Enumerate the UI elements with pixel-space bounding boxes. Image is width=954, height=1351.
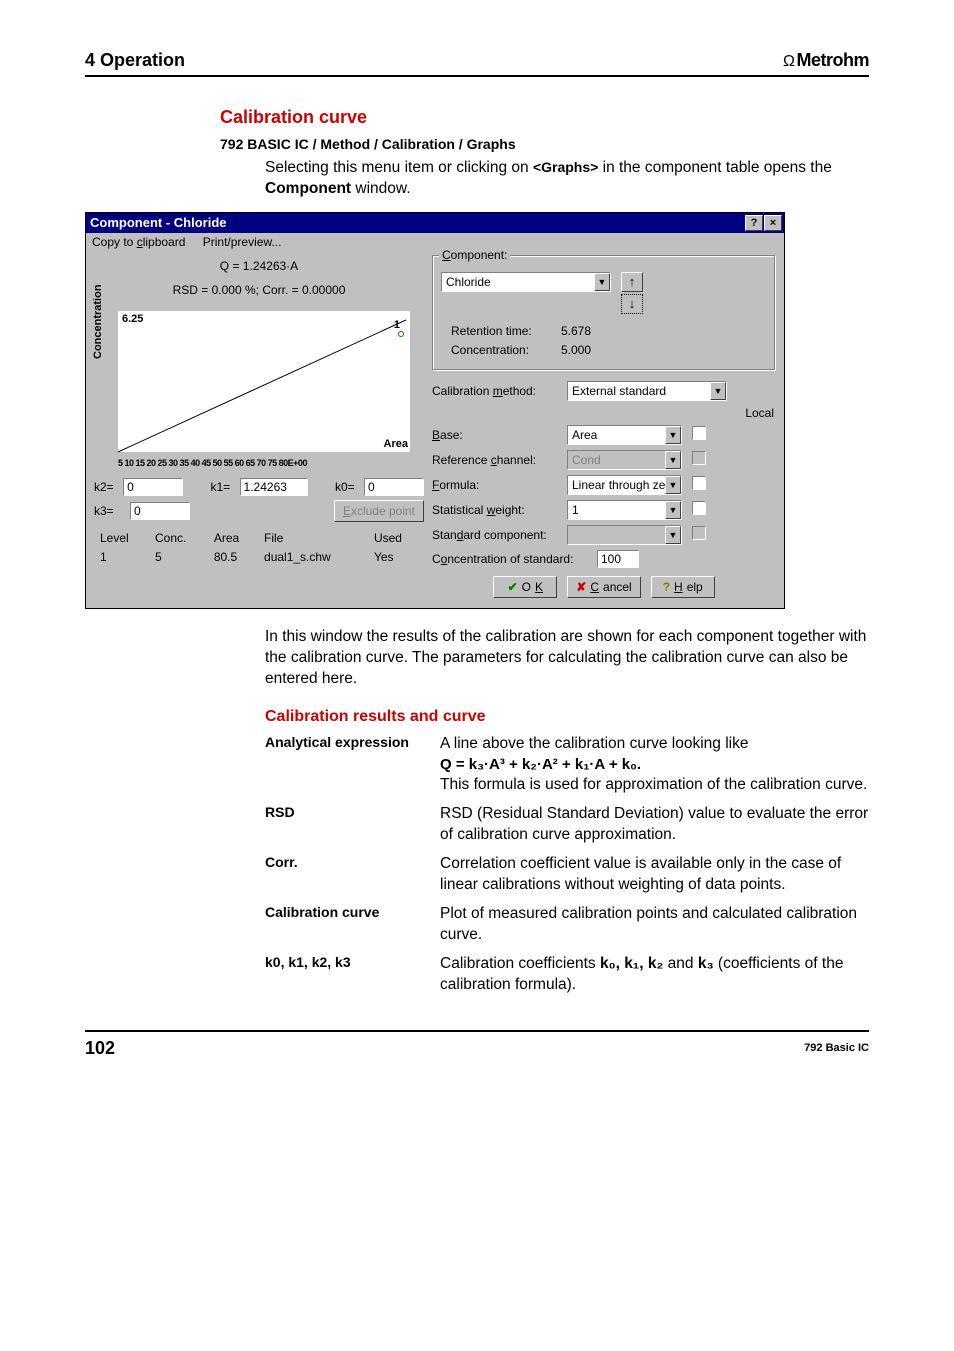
chart-line <box>118 312 408 452</box>
def-body-curve: Plot of measured calibration points and … <box>440 904 869 946</box>
formula-q: Q = 1.24263·A <box>94 259 424 273</box>
paragraph-after-window: In this window the results of the calibr… <box>265 627 869 690</box>
k1-input[interactable] <box>240 478 308 496</box>
local-column-label: Local <box>432 406 774 420</box>
window-menubar: Copy to clipboard Print/preview... <box>86 233 784 251</box>
chart-x-ticks: 5 10 15 20 25 30 35 40 45 50 55 60 65 70… <box>118 458 410 468</box>
def-term-curve: Calibration curve <box>265 904 440 946</box>
def-body-rsd: RSD (Residual Standard Deviation) value … <box>440 804 869 846</box>
concentration-value: 5.000 <box>561 343 591 357</box>
def-body-analytical: A line above the calibration curve looki… <box>440 734 869 797</box>
base-label: Base: <box>432 428 567 442</box>
menu-path: 792 BASIC IC / Method / Calibration / Gr… <box>220 136 869 152</box>
col-file: File <box>260 530 368 547</box>
logo-icon: Ω <box>783 53 794 70</box>
chevron-down-icon: ▼ <box>710 382 726 400</box>
window-title: Component - Chloride <box>90 215 227 230</box>
chevron-down-icon: ▼ <box>665 476 681 494</box>
question-icon: ? <box>663 580 670 594</box>
def-body-coefficients: Calibration coefficients k₀, k₁, k₂ and … <box>440 954 869 996</box>
page-header: 4 Operation ΩMetrohm <box>85 50 869 77</box>
refch-local-checkbox <box>692 451 706 465</box>
concentration-label: Concentration: <box>451 343 561 357</box>
chevron-down-icon: ▼ <box>665 451 681 469</box>
brand-text: Metrohm <box>797 50 870 70</box>
k0-input[interactable] <box>364 478 424 496</box>
check-icon: ✔ <box>508 580 518 594</box>
col-conc: Conc. <box>151 530 208 547</box>
intro-text: Selecting this menu item or clicking on … <box>265 158 869 200</box>
base-select[interactable]: Area ▼ <box>567 425 682 445</box>
exclude-point-button[interactable]: Exclude point <box>334 500 424 522</box>
ok-button[interactable]: ✔ OK <box>493 576 557 598</box>
chevron-down-icon: ▼ <box>665 501 681 519</box>
document-id: 792 Basic IC <box>804 1042 869 1054</box>
chevron-down-icon: ▼ <box>594 273 610 291</box>
component-down-button[interactable]: ↓ <box>621 294 643 314</box>
def-term-rsd: RSD <box>265 804 440 846</box>
levels-table: Level Conc. Area File Used 1 5 80.5 dual… <box>94 528 424 567</box>
statistical-weight-select[interactable]: 1 ▼ <box>567 500 682 520</box>
stdcomp-local-checkbox <box>692 526 706 540</box>
chart-point-marker <box>398 331 404 337</box>
def-term-analytical: Analytical expression <box>265 734 440 797</box>
x-icon: ✘ <box>576 580 586 594</box>
chart-point-label: 1 <box>394 319 400 331</box>
component-window: Component - Chloride ? × Copy to clipboa… <box>85 212 785 609</box>
chevron-down-icon: ▼ <box>665 426 681 444</box>
statistical-weight-label: Statistical weight: <box>432 503 567 517</box>
retention-time-label: Retention time: <box>451 324 561 338</box>
def-term-corr: Corr. <box>265 854 440 896</box>
calibration-chart: Concentration 6.25 Area 1 5 10 15 20 25 … <box>94 307 414 472</box>
heading-calibration-curve: Calibration curve <box>220 107 869 128</box>
rsd-corr-line: RSD = 0.000 %; Corr. = 0.00000 <box>94 283 424 297</box>
page-footer: 102 792 Basic IC <box>85 1030 869 1059</box>
component-select[interactable]: Chloride ▼ <box>441 272 611 292</box>
chart-y-label: Concentration <box>92 285 104 360</box>
menu-copy-clipboard[interactable]: Copy to clipboard <box>92 235 185 249</box>
formula-local-checkbox[interactable] <box>692 476 706 490</box>
formula-label: Formula: <box>432 478 567 492</box>
def-body-corr: Correlation coefficient value is availab… <box>440 854 869 896</box>
col-area: Area <box>210 530 258 547</box>
standard-component-select: ▼ <box>567 525 682 545</box>
k2-label: k2= <box>94 480 117 494</box>
formula-select[interactable]: Linear through zero ▼ <box>567 475 682 495</box>
menu-print-preview[interactable]: Print/preview... <box>203 235 282 249</box>
calibration-method-select[interactable]: External standard ▼ <box>567 381 727 401</box>
def-term-coefficients: k0, k1, k2, k3 <box>265 954 440 996</box>
calibration-method-label: Calibration method: <box>432 384 567 398</box>
standard-component-label: Standard component: <box>432 528 567 542</box>
heading-calibration-results: Calibration results and curve <box>265 708 869 726</box>
window-titlebar: Component - Chloride ? × <box>86 213 784 233</box>
component-up-button[interactable]: ↑ <box>621 272 643 292</box>
cancel-button[interactable]: ✘ Cancel <box>567 576 640 598</box>
help-button[interactable]: ? Help <box>651 576 715 598</box>
section-title: 4 Operation <box>85 50 185 71</box>
chevron-down-icon: ▼ <box>665 526 681 544</box>
conc-of-standard-input[interactable] <box>597 550 639 568</box>
brand-logo: ΩMetrohm <box>783 50 869 71</box>
k2-input[interactable] <box>123 478 183 496</box>
col-level: Level <box>96 530 149 547</box>
table-header-row: Level Conc. Area File Used <box>96 530 422 547</box>
close-icon[interactable]: × <box>764 215 782 231</box>
retention-time-value: 5.678 <box>561 324 591 338</box>
component-group: Component: Chloride ▼ ↑ ↓ Retention time… <box>432 255 776 371</box>
page-number: 102 <box>85 1038 115 1059</box>
col-used: Used <box>370 530 422 547</box>
k1-label: k1= <box>210 480 233 494</box>
k3-input[interactable] <box>130 502 190 520</box>
component-group-label: Component: <box>439 248 510 262</box>
help-icon[interactable]: ? <box>745 215 763 231</box>
reference-channel-label: Reference channel: <box>432 453 567 467</box>
k3-label: k3= <box>94 504 124 518</box>
statweight-local-checkbox[interactable] <box>692 501 706 515</box>
k0-label: k0= <box>335 480 358 494</box>
conc-of-standard-label: Concentration of standard: <box>432 552 597 566</box>
table-row[interactable]: 1 5 80.5 dual1_s.chw Yes <box>96 549 422 565</box>
base-local-checkbox[interactable] <box>692 426 706 440</box>
reference-channel-select: Cond ▼ <box>567 450 682 470</box>
